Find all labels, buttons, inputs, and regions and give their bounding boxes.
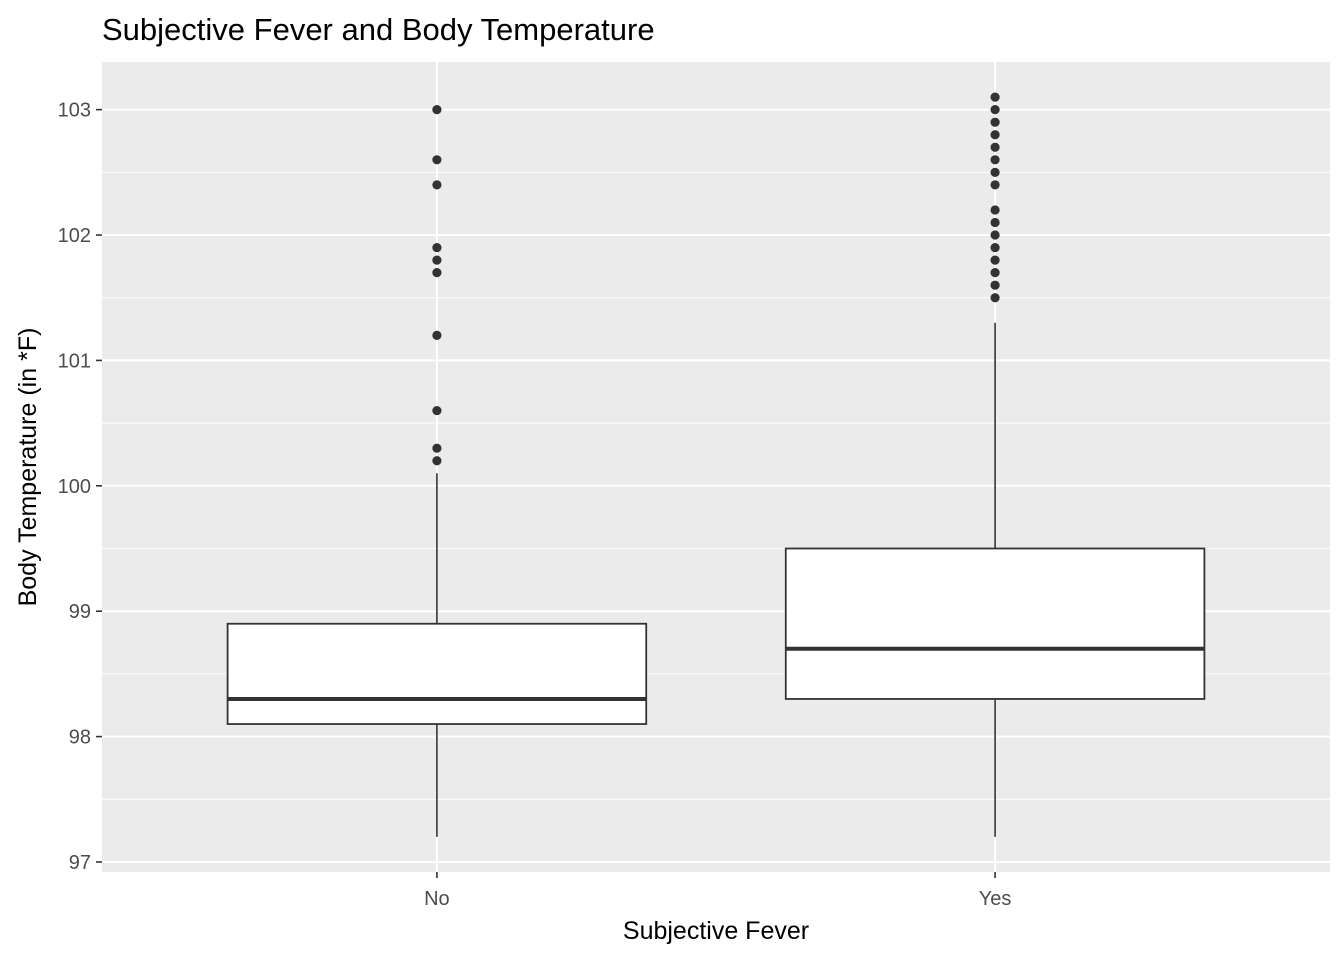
y-tick-label: 98 [69, 727, 91, 749]
outlier-point [990, 180, 1000, 190]
outlier-point [432, 443, 442, 453]
outlier-point [432, 255, 442, 265]
outlier-point [990, 242, 1000, 253]
iqr-box [784, 547, 1206, 700]
y-tick-label: 97 [69, 852, 91, 874]
x-axis-title: Subjective Fever [623, 917, 809, 945]
y-axis-title: Body Temperature (in *F) [14, 328, 42, 607]
plot-panel [102, 62, 1330, 872]
outlier-point [432, 242, 442, 253]
outlier-point [990, 205, 1000, 215]
y-tick-label: 99 [69, 601, 91, 623]
outlier-point [990, 167, 1000, 177]
y-tick-label: 102 [58, 225, 91, 247]
outlier-point [990, 280, 1000, 290]
outlier-point [990, 142, 1000, 152]
outlier-point [432, 268, 442, 278]
y-tick-label: 100 [58, 476, 91, 498]
outlier-point [990, 130, 1000, 140]
x-axis: No Yes [424, 872, 1011, 910]
y-tick-label: 101 [58, 350, 91, 372]
outlier-point [990, 217, 1000, 228]
outlier-point [432, 105, 442, 115]
boxes [226, 92, 1206, 837]
outlier-point [990, 105, 1000, 115]
iqr-box [226, 622, 648, 725]
y-axis: 97 98 99 100 101 102 103 [58, 100, 102, 874]
box-yes [784, 92, 1206, 837]
outlier-point [990, 230, 1000, 240]
outlier-point [990, 268, 1000, 278]
box-no [226, 105, 648, 837]
x-tick-label: No [424, 888, 450, 910]
outlier-point [432, 330, 442, 340]
chart-title: Subjective Fever and Body Temperature [102, 12, 655, 47]
outlier-point [990, 92, 1000, 102]
outlier-point [432, 155, 442, 165]
x-tick-label: Yes [979, 888, 1012, 910]
outlier-point [990, 293, 1000, 303]
outlier-point [990, 155, 1000, 165]
outlier-point [432, 405, 442, 416]
y-tick-label: 103 [58, 100, 91, 122]
outlier-point [432, 456, 442, 466]
outlier-point [990, 117, 1000, 127]
outlier-point [432, 180, 442, 190]
outlier-point [990, 255, 1000, 265]
